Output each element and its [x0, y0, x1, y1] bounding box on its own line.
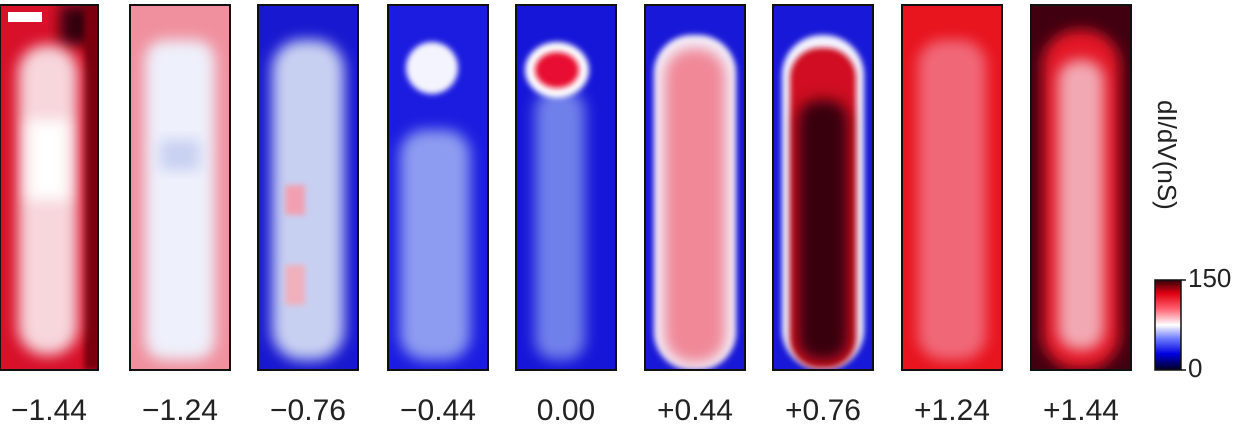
map-image — [0, 5, 98, 370]
map-image — [516, 5, 616, 370]
panel-label: +1.24 — [914, 394, 990, 427]
panel-label: +0.44 — [657, 394, 733, 427]
panel-label: −1.24 — [142, 394, 218, 427]
colorbar-tick-label: 150 — [1188, 263, 1231, 293]
map-image — [1031, 5, 1131, 370]
panel-label: −1.44 — [11, 394, 87, 427]
panel-label: +1.44 — [1043, 394, 1119, 427]
colorbar-tick-label: 0 — [1188, 353, 1202, 383]
map-image — [258, 5, 358, 370]
map-image — [130, 5, 230, 370]
colorbar-title: dI/dV(nS) — [1152, 100, 1182, 210]
panel-label: 0.00 — [537, 394, 595, 427]
map-image — [902, 5, 1002, 370]
map-image — [645, 5, 745, 370]
panel-label: −0.44 — [400, 394, 476, 427]
map-image — [388, 5, 488, 370]
panel-frames — [0, 4, 1132, 371]
panel-label: −0.76 — [270, 394, 346, 427]
colorbar — [1154, 279, 1182, 371]
map-image — [773, 5, 873, 370]
panel-label: +0.76 — [785, 394, 861, 427]
